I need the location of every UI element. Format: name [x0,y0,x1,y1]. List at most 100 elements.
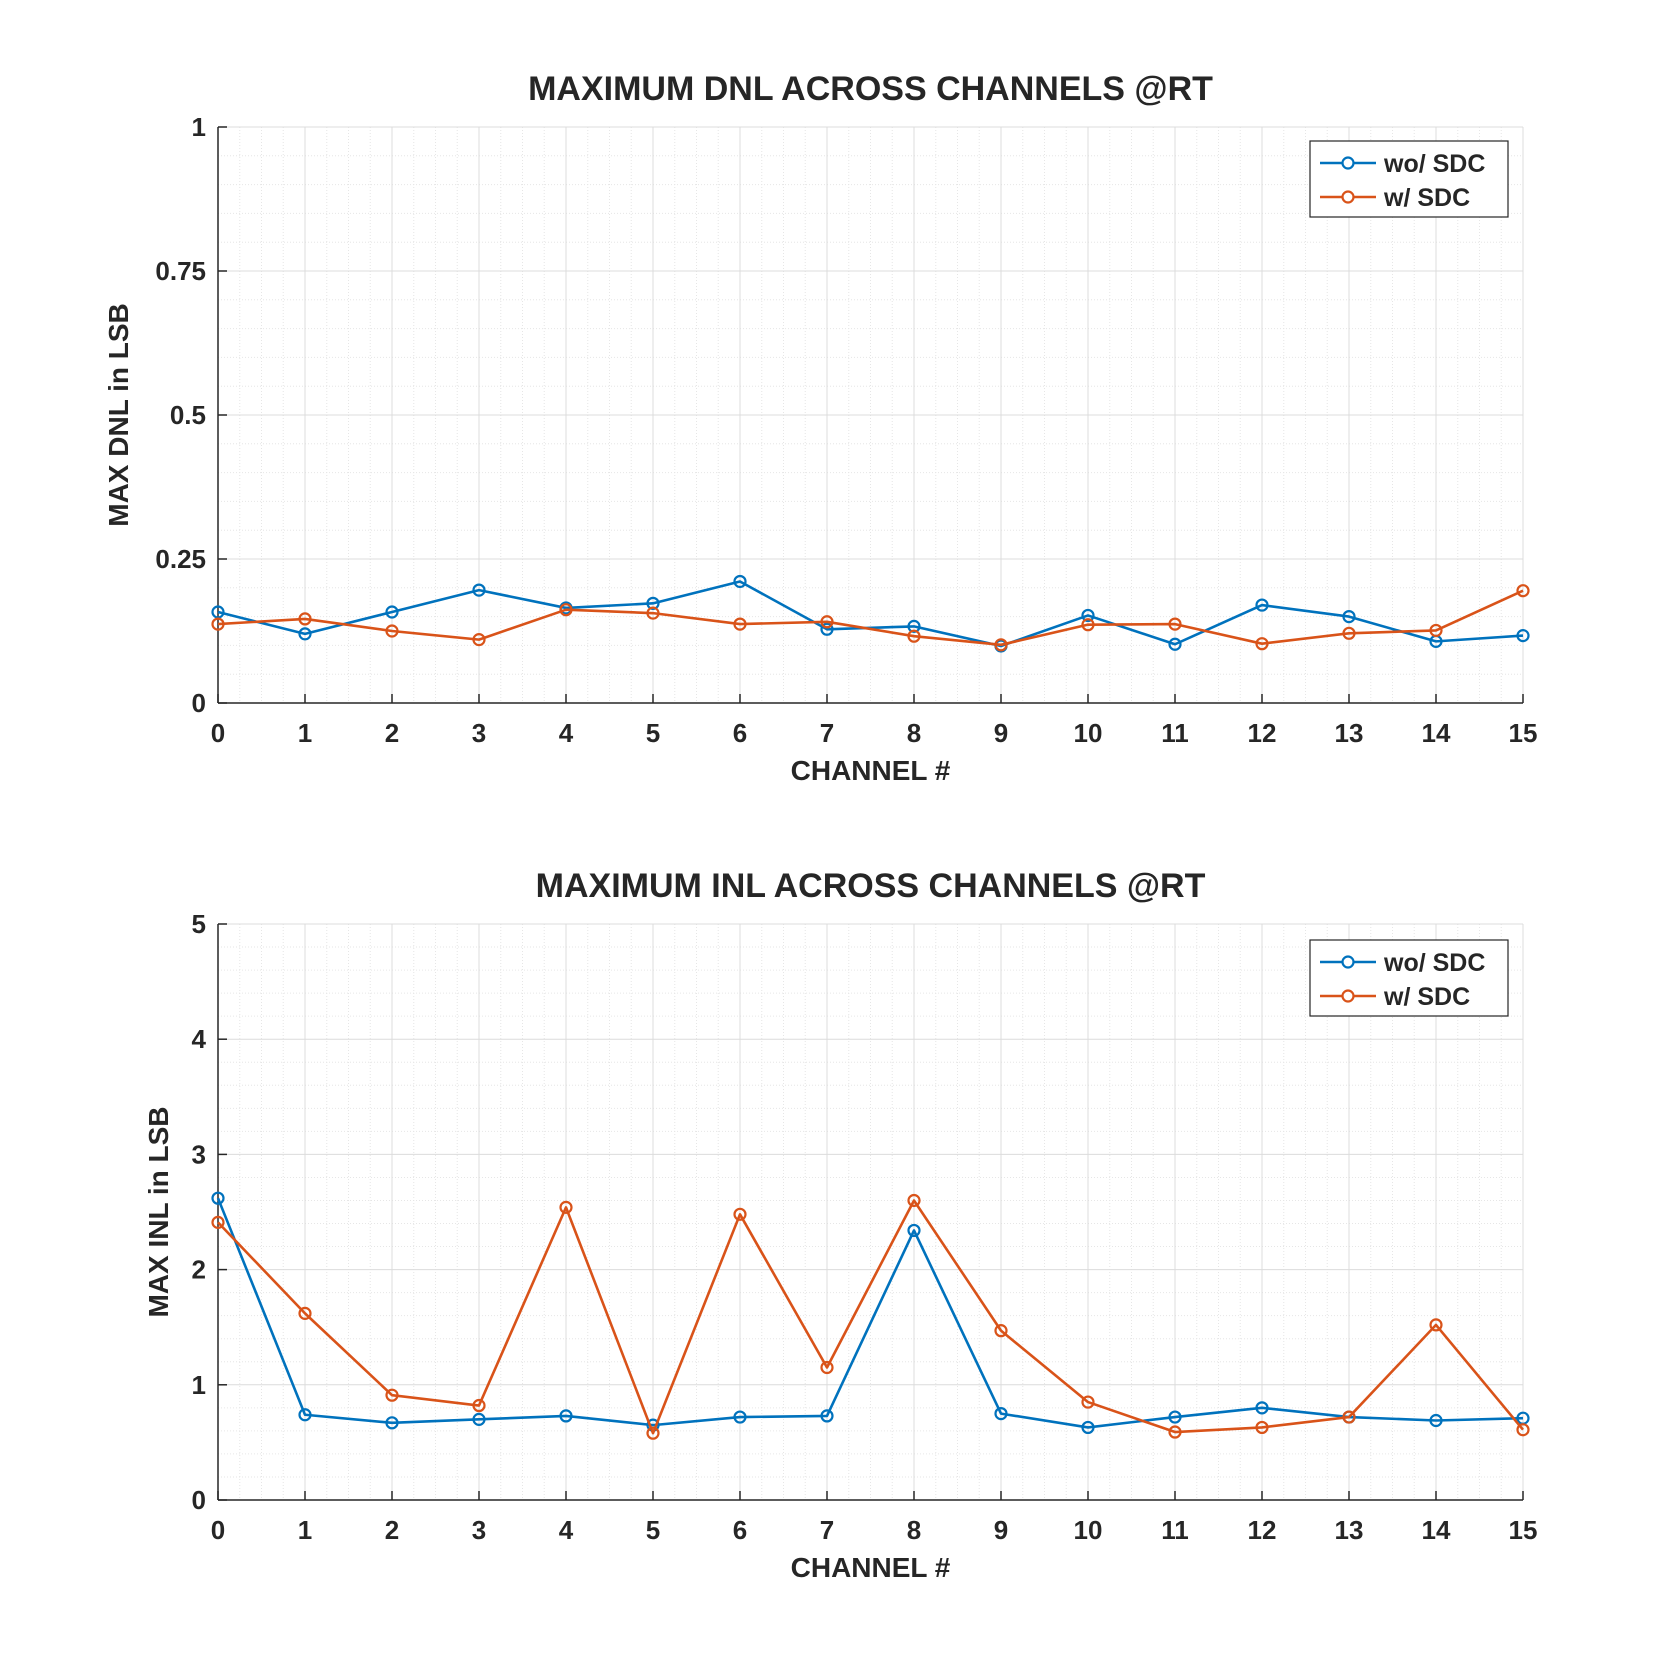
data-point [1168,637,1182,651]
x-tick-label: 2 [385,1515,399,1545]
x-tick-label: 1 [298,718,312,748]
series-2 [211,584,1530,652]
x-axis-label: CHANNEL # [791,1552,951,1583]
data-point [211,617,225,631]
data-point [385,1416,399,1430]
series-2 [211,1193,1530,1440]
legend-label: w/ SDC [1383,184,1470,212]
x-tick-label: 7 [820,718,834,748]
data-point [1255,637,1269,651]
data-point [820,615,834,629]
y-tick-label: 0.5 [170,400,206,430]
data-point [1429,1318,1443,1332]
data-point [298,627,312,641]
x-tick-label: 5 [646,1515,660,1545]
data-point [994,638,1008,652]
x-tick-label: 15 [1509,1515,1538,1545]
legend-label: wo/ SDC [1383,150,1485,178]
legend-marker [1341,156,1355,170]
data-point [1168,617,1182,631]
data-point [1081,1395,1095,1409]
data-point [559,1200,573,1214]
x-tick-label: 4 [559,718,574,748]
legend-item: w/ SDC [1320,184,1470,212]
legend-marker [1341,190,1355,204]
data-point [1255,1401,1269,1415]
data-point [1255,598,1269,612]
x-tick-labels: 0 1 2 3 4 5 6 7 8 9 10 11 12 13 14 15 [211,1515,1538,1545]
data-point [733,574,747,589]
x-tick-label: 4 [559,1515,574,1545]
series-line [216,1197,1524,1429]
y-tick-labels: 0 1 2 3 4 5 [192,909,207,1515]
x-tick-label: 6 [733,1515,747,1545]
x-tick-label: 1 [298,1515,312,1545]
x-tick-label: 0 [211,1515,225,1545]
data-point [1342,1410,1356,1424]
x-tick-label: 14 [1422,718,1451,748]
data-point [907,629,921,643]
legend-item: w/ SDC [1320,983,1470,1011]
minor-grid [218,924,1523,1500]
chart-1: 0 1 2 3 4 5 6 7 8 9 10 11 12 13 14 1500.250.50.751MAXIM… [103,70,1537,786]
y-tick-label: 1 [192,1370,206,1400]
x-tick-label: 11 [1161,718,1189,748]
data-point [907,619,921,633]
data-point [1255,1420,1269,1435]
y-tick-label: 0 [192,1485,206,1515]
data-point [472,583,486,597]
y-tick-label: 4 [192,1024,207,1054]
y-tick-label: 0 [192,688,206,718]
x-tick-label: 5 [646,718,660,748]
x-tick-label: 8 [907,1515,921,1545]
data-point [211,1215,225,1229]
data-point [820,1409,834,1423]
y-tick-label: 3 [192,1139,206,1169]
x-tick-label: 3 [472,1515,486,1545]
x-tick-label: 0 [211,718,225,748]
chart-title: MAXIMUM DNL ACROSS CHANNELS @RT [528,70,1213,108]
data-point [733,1207,747,1221]
data-point [994,1406,1008,1421]
data-point [1429,623,1443,638]
x-tick-label: 13 [1335,1515,1364,1545]
data-point [559,603,573,617]
series-line [217,1199,1525,1435]
data-point [559,1409,573,1423]
data-point [472,633,486,647]
data-point [298,1408,312,1422]
legend-marker [1341,989,1355,1003]
data-point [733,617,747,631]
data-point [1168,1425,1182,1439]
x-tick-label: 2 [385,718,399,748]
y-tick-label: 0.25 [155,544,206,574]
legend-label: w/ SDC [1383,983,1470,1011]
data-point [1081,608,1095,623]
legend-item: wo/ SDC [1320,949,1485,977]
y-axis-label: MAX INL in LSB [143,1106,174,1317]
x-axis-label: CHANNEL # [791,755,951,786]
data-point [1342,609,1356,624]
data-point [646,596,660,610]
major-grid [217,923,1524,1501]
data-point [1081,1420,1095,1435]
x-tick-label: 9 [994,718,1008,748]
x-tick-labels: 0 1 2 3 4 5 6 7 8 9 10 11 12 13 14 15 [211,718,1538,748]
data-point [820,1360,834,1375]
data-point [298,612,312,626]
data-point [907,1193,921,1208]
x-tick-label: 15 [1509,718,1538,748]
data-point [385,624,399,638]
data-point [1429,1413,1443,1428]
x-tick-label: 9 [994,1515,1008,1545]
data-point [472,1398,486,1413]
data-point [1342,626,1356,640]
x-tick-label: 6 [733,718,747,748]
y-axis-label: MAX DNL in LSB [103,303,134,526]
legend-box [1309,140,1509,218]
x-tick-label: 12 [1248,1515,1277,1545]
y-tick-label: 2 [192,1255,206,1285]
data-point [1516,1423,1530,1437]
